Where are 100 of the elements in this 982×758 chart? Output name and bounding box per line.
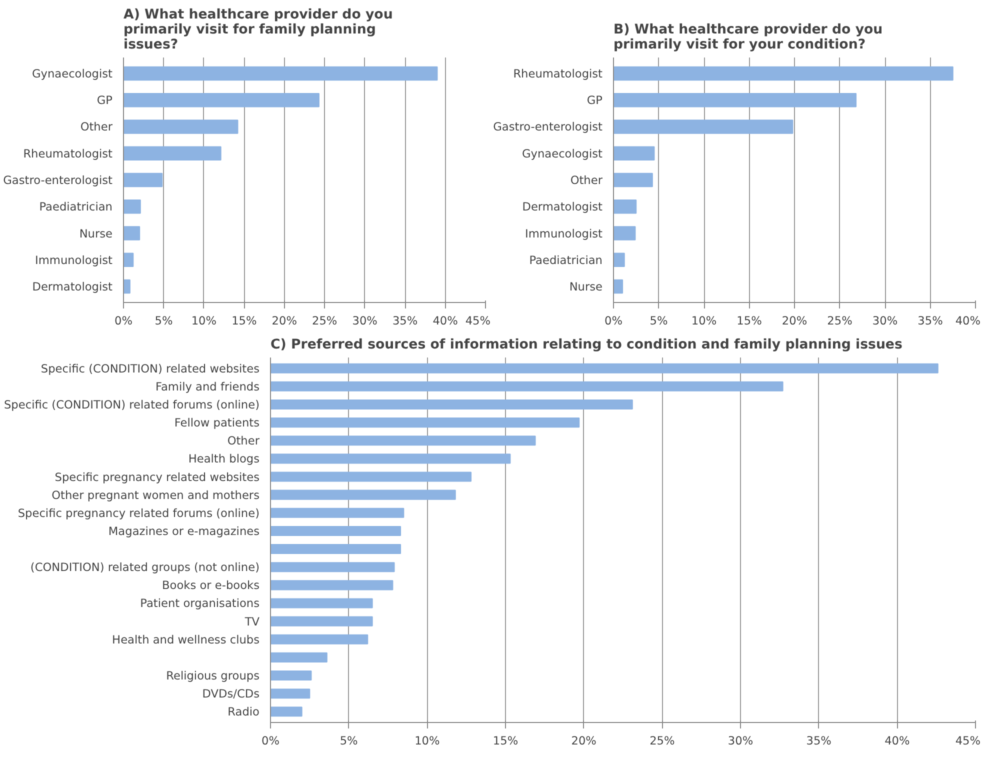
- x-tick-label: 45%: [955, 734, 981, 748]
- y-tick-label: Health and wellness clubs: [112, 632, 260, 646]
- y-tick-label: (CONDITION) related groups (not online): [30, 560, 260, 574]
- bar: [270, 363, 938, 374]
- x-tick-label: 0%: [604, 314, 623, 328]
- chart-title: C) Preferred sources of information relating to condition and family planning issues: [270, 338, 902, 352]
- y-tick-label: Books or e-books: [162, 578, 260, 592]
- x-tick-label: 25%: [650, 734, 675, 748]
- x-tick-label: 25%: [312, 314, 338, 328]
- bar: [270, 652, 328, 662]
- y-tick-label: Dermatologist: [32, 280, 114, 294]
- x-tick-label: 15%: [736, 314, 762, 328]
- bar: [270, 436, 536, 446]
- bar: [614, 226, 636, 240]
- bar: [614, 252, 625, 268]
- bar: [270, 562, 395, 572]
- y-tick-label: Gynaecologist: [522, 146, 604, 160]
- y-tick-label: Nurse: [569, 280, 603, 294]
- x-tick-label: 0%: [262, 734, 280, 748]
- bar: [124, 199, 141, 214]
- x-tick-label: 15%: [232, 314, 257, 328]
- x-tick-label: 30%: [728, 734, 754, 748]
- x-tick-label: 40%: [432, 314, 458, 328]
- y-tick-label: Fellow patients: [174, 416, 260, 430]
- bar: [124, 146, 222, 161]
- x-tick-label: 20%: [272, 314, 298, 328]
- bar: [270, 418, 580, 428]
- y-tick-label: Gastro-enterologist: [493, 120, 604, 134]
- bar: [124, 226, 140, 240]
- bar: [614, 172, 653, 188]
- y-tick-label: DVDs/CDs: [202, 686, 260, 701]
- bar: [270, 670, 312, 681]
- y-tick-label: Gynaecologist: [32, 66, 114, 80]
- bar: [270, 526, 402, 536]
- bar: [124, 279, 130, 294]
- y-tick-label: Patient organisations: [140, 596, 260, 610]
- bar: [124, 120, 238, 134]
- bar: [124, 92, 320, 108]
- x-tick-label: 40%: [955, 314, 981, 328]
- x-tick-label: 25%: [827, 314, 853, 328]
- chart-title: A) What healthcare provider do you primarily visit for family planning issues?: [124, 8, 393, 52]
- y-tick-label: Other: [80, 120, 113, 134]
- x-tick-label: 5%: [650, 314, 668, 328]
- y-tick-label: GP: [586, 93, 603, 108]
- bar: [270, 508, 404, 518]
- y-tick-label: Other: [227, 434, 260, 448]
- x-tick-label: 20%: [571, 734, 597, 748]
- bar: [124, 172, 163, 188]
- bar: [270, 381, 784, 392]
- x-tick-label: 45%: [465, 314, 491, 328]
- y-tick-label: Religious groups: [166, 668, 260, 683]
- x-tick-label: 5%: [154, 314, 173, 328]
- y-tick-label: Other pregnant women and mothers: [52, 488, 260, 502]
- bar: [270, 706, 302, 717]
- bar: [270, 399, 633, 410]
- x-tick-label: 5%: [340, 734, 358, 748]
- bar: [270, 580, 394, 590]
- chart-title: B) What healthcare provider do you primarily visit for your condition?: [614, 22, 883, 52]
- y-tick-label: Rheumatologist: [513, 66, 604, 80]
- y-tick-label: Specific pregnancy related forums (online): [18, 506, 260, 520]
- bar: [614, 146, 655, 161]
- y-tick-label: Paediatrician: [39, 200, 113, 214]
- x-tick-label: 0%: [114, 314, 133, 328]
- y-tick-label: Health blogs: [188, 452, 260, 466]
- y-tick-label: GP: [96, 93, 113, 108]
- bar: [124, 66, 438, 81]
- bar: [614, 279, 624, 294]
- y-tick-label: Specific (CONDITION) related websites: [40, 361, 260, 376]
- y-tick-label: Specific (CONDITION) related forums (online): [4, 397, 260, 412]
- x-tick-label: 35%: [392, 314, 418, 328]
- x-tick-label: 20%: [782, 314, 808, 328]
- bar: [270, 544, 402, 554]
- y-tick-label: Nurse: [79, 226, 113, 240]
- bar: [270, 634, 368, 644]
- y-tick-label: Immunologist: [525, 226, 604, 240]
- bar: [614, 120, 794, 134]
- bar: [614, 199, 637, 214]
- y-tick-label: Specific pregnancy related websites: [54, 470, 260, 484]
- x-tick-label: 15%: [492, 734, 518, 748]
- y-tick-label: Family and friends: [156, 379, 260, 394]
- bar: [270, 688, 310, 699]
- bar: [270, 490, 456, 500]
- bar: [614, 66, 954, 81]
- bar: [614, 92, 857, 108]
- y-tick-label: TV: [244, 614, 260, 628]
- bar: [270, 616, 373, 626]
- x-tick-label: 30%: [872, 314, 898, 328]
- x-tick-label: 35%: [918, 314, 944, 328]
- x-tick-label: 40%: [884, 734, 910, 748]
- y-tick-label: Immunologist: [35, 252, 114, 267]
- bar: [270, 454, 511, 464]
- x-tick-label: 35%: [806, 734, 832, 748]
- x-tick-label: 10%: [191, 314, 217, 328]
- bar: [270, 598, 373, 608]
- y-tick-label: Paediatrician: [529, 252, 603, 267]
- x-tick-label: 30%: [352, 314, 378, 328]
- y-tick-label: Magazines or e-magazines: [108, 524, 260, 538]
- y-tick-label: Dermatologist: [522, 200, 604, 214]
- x-tick-label: 10%: [691, 314, 717, 328]
- y-tick-label: Rheumatologist: [23, 146, 114, 160]
